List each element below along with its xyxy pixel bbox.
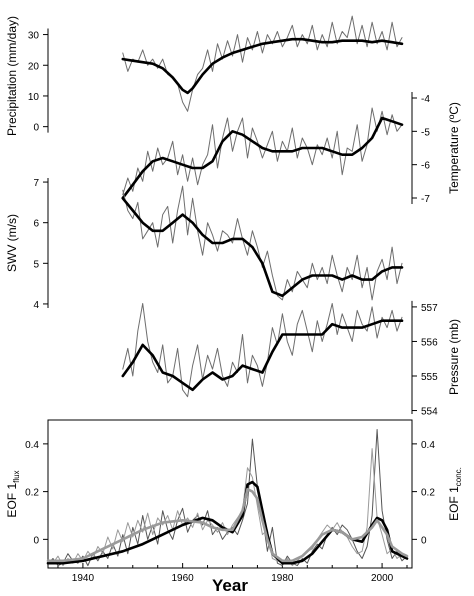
y-axis-title: Pressure (mb) [447, 319, 461, 395]
y-tick-label: 555 [421, 372, 438, 383]
y-axis-title: Temperature (ºC) [447, 102, 461, 194]
series-line-smoothed [121, 37, 404, 95]
series-line-annual [122, 15, 403, 112]
series-line-flux-smoothed [46, 480, 409, 565]
x-tick-label: 1960 [172, 573, 195, 584]
series-line-smoothed [121, 197, 404, 298]
temperature-panel: -7 -6 -5 -4 Temperature (ºC) [121, 92, 461, 205]
x-axis-title: Year [212, 576, 248, 595]
y-tick-label: 554 [421, 407, 438, 418]
right-y-axis-title: EOF 1conc. [447, 467, 463, 521]
y-axis-title: SWV (m/s) [5, 214, 19, 272]
y-tick-label: 7 [33, 178, 39, 189]
y-tick-label: 0.2 [421, 488, 435, 499]
pressure-panel: 554 555 556 557 Pressure (mb) [121, 300, 461, 418]
y-tick-label: 0.4 [25, 440, 39, 451]
y-tick-label: 0 [33, 535, 39, 546]
series-line-annual [122, 107, 403, 196]
left-y-axis-title: EOF 1flux [5, 470, 21, 517]
series-line-smoothed [121, 116, 404, 200]
x-tick-label: 1940 [72, 573, 95, 584]
series-line-conc-smoothed [46, 487, 409, 563]
y-tick-label: 556 [421, 337, 438, 348]
eof-frame [47, 419, 413, 569]
y-tick-label: 6 [33, 219, 39, 230]
y-tick-label: 5 [33, 259, 39, 270]
y-tick-label: -4 [421, 94, 430, 105]
x-tick-label: 2000 [371, 573, 394, 584]
precipitation-panel: 0 10 20 30 Precipitation (mm/day) [5, 15, 404, 136]
y-tick-label: 0 [33, 123, 39, 134]
series-line-annual [122, 303, 403, 398]
y-tick-label: -5 [421, 127, 430, 138]
swv-panel: 4 5 6 7 SWV (m/s) [5, 178, 404, 311]
x-tick-label: 1980 [271, 573, 294, 584]
series-line-flux-annual [47, 429, 408, 567]
y-tick-label: 30 [28, 31, 40, 42]
y-tick-label: 20 [28, 61, 40, 72]
y-axis-title: Precipitation (mm/day) [5, 16, 19, 136]
y-tick-label: -7 [421, 194, 430, 205]
y-tick-label: 557 [421, 303, 438, 314]
y-tick-label: 10 [28, 92, 40, 103]
y-tick-label: 0 [421, 535, 427, 546]
y-tick-label: 4 [33, 300, 39, 311]
y-tick-label: -6 [421, 161, 430, 172]
eof-panel: 0 0.2 0.4 0 0.2 0.4 EOF 1flux EOF 1conc. 1940 196… [5, 419, 463, 595]
series-line-smoothed [121, 319, 404, 392]
y-tick-label: 0.2 [25, 488, 39, 499]
series-line-annual [122, 185, 403, 301]
y-tick-label: 0.4 [421, 440, 435, 451]
